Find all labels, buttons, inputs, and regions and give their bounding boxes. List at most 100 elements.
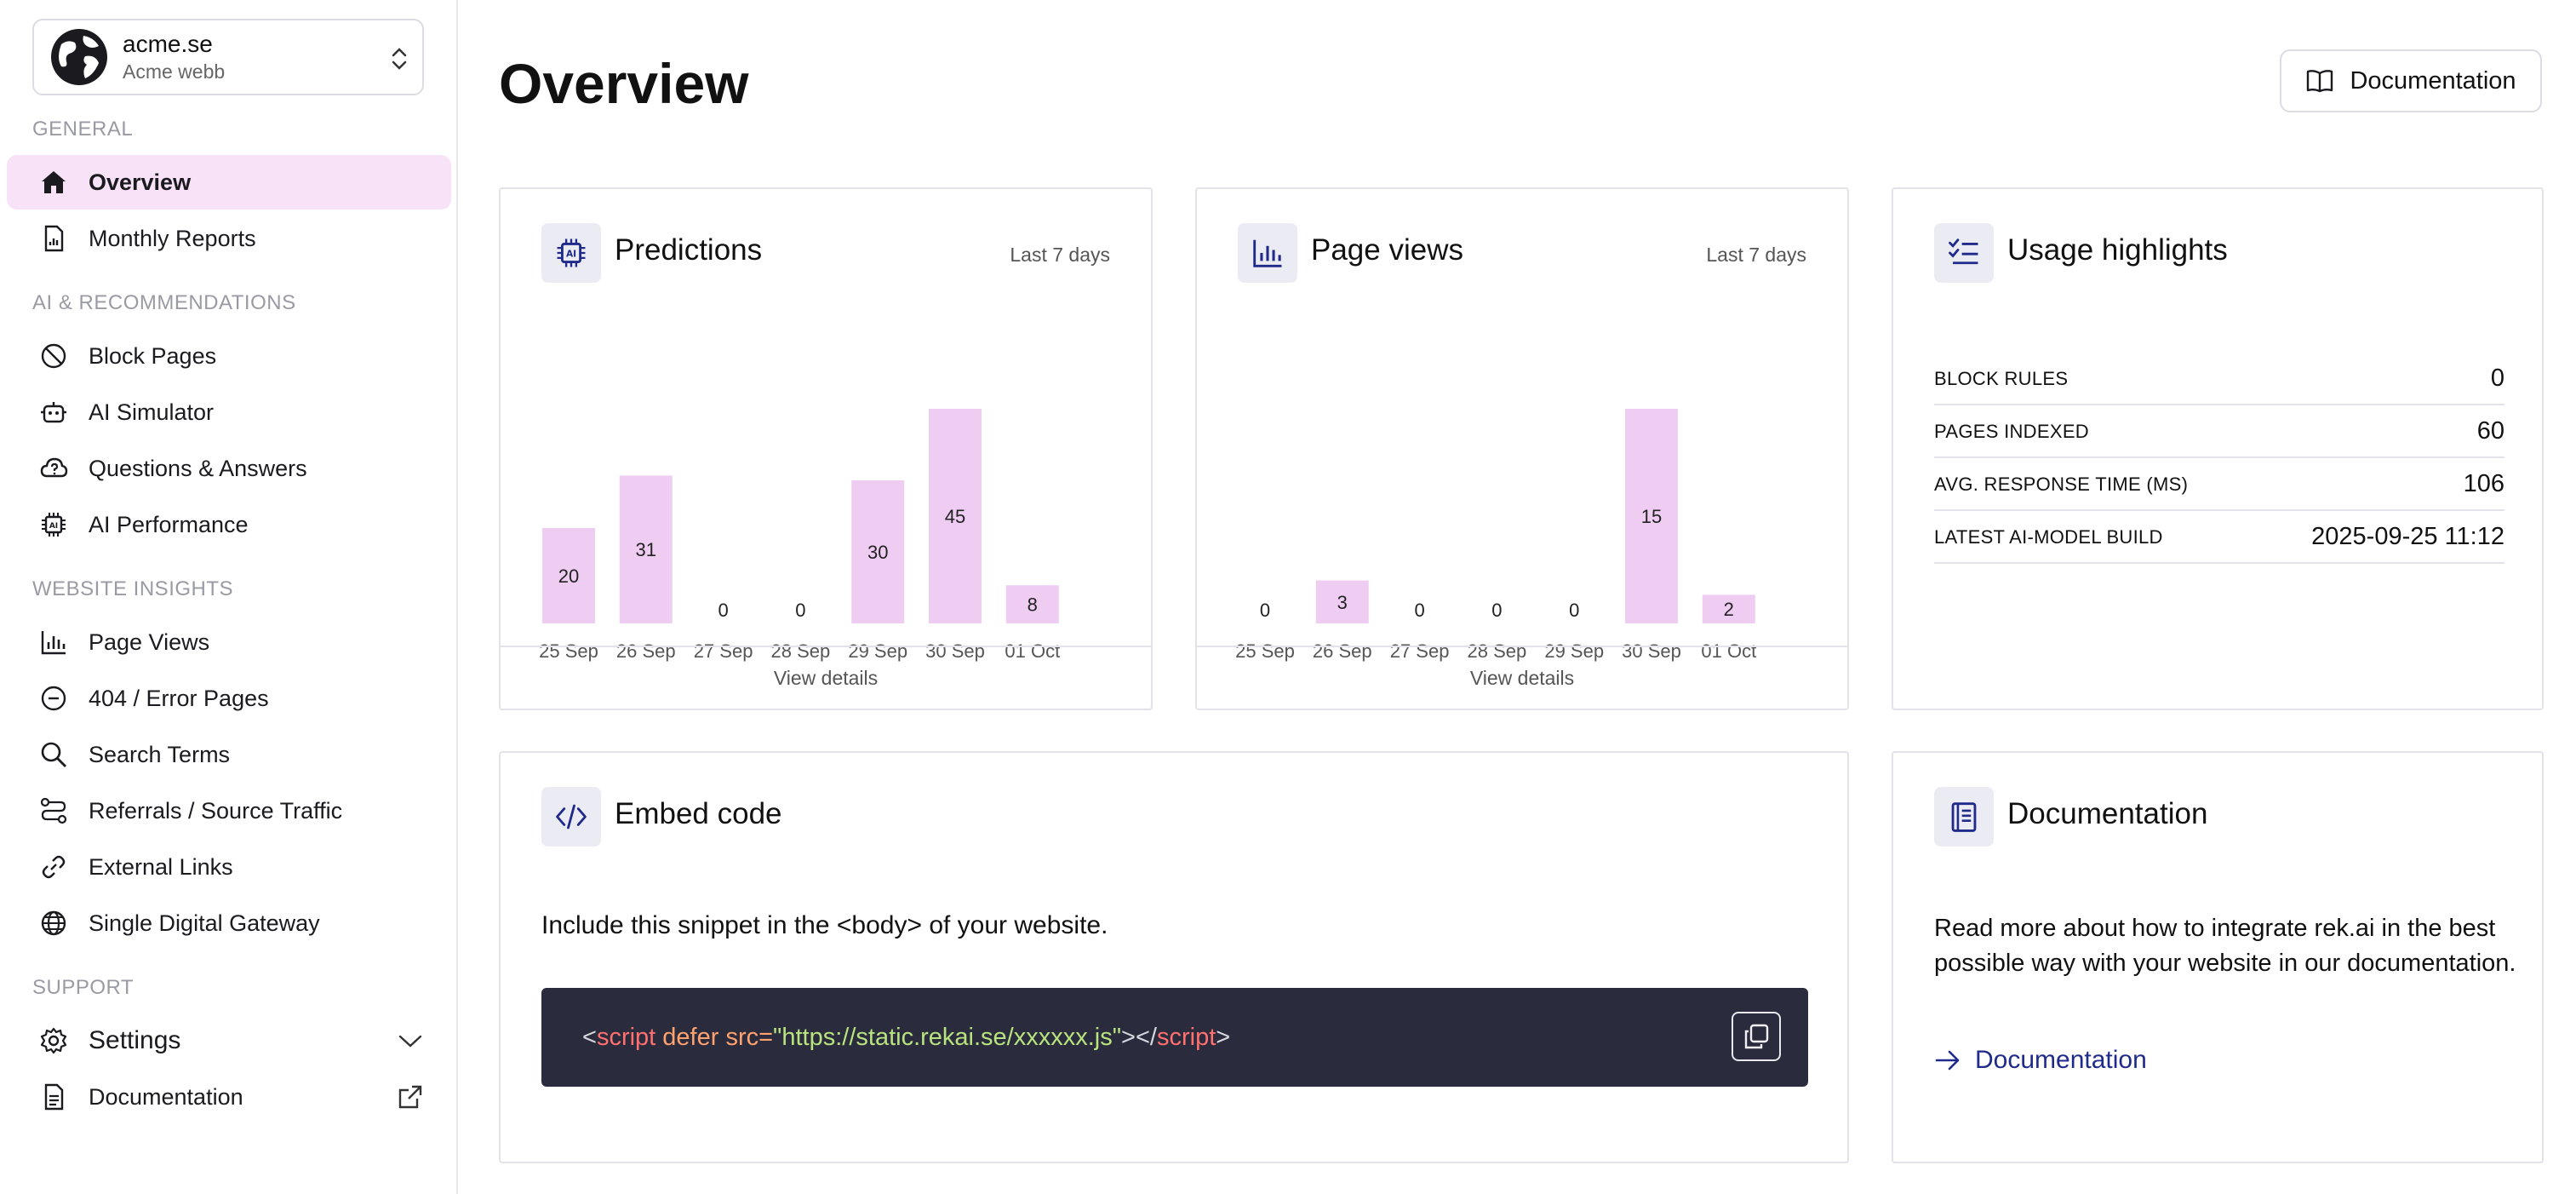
sidebar-item-monthly-reports[interactable]: Monthly Reports (7, 211, 451, 266)
predictions-data-label: 0 (795, 600, 805, 621)
page-views-bar (1315, 580, 1369, 623)
predictions-data-label: 31 (636, 539, 656, 560)
page-views-view-details-button[interactable]: View details (1197, 646, 1847, 709)
document-icon (44, 1083, 64, 1111)
predictions-tick-label: 25 Sep (539, 640, 598, 662)
predictions-range: Last 7 days (1010, 244, 1110, 266)
sidebar-item-label: Questions & Answers (89, 455, 307, 481)
svg-text:AI: AI (566, 250, 576, 260)
ai-chip-icon: AI (541, 223, 601, 283)
section-ai: AI & RECOMMENDATIONS (32, 291, 296, 314)
usage-label: PAGES INDEXED (1934, 421, 2089, 442)
usage-value: 60 (2476, 417, 2504, 445)
bar-chart-icon (41, 631, 66, 655)
predictions-data-label: 0 (718, 600, 728, 621)
code-icon (541, 787, 601, 847)
sidebar-item-label: AI Simulator (89, 399, 215, 425)
chevron-up-down-icon (392, 48, 407, 70)
page-views-title: Page views (1311, 233, 1463, 267)
report-icon (44, 225, 64, 252)
org-subtitle: Acme webb (123, 60, 226, 83)
predictions-bar (1005, 585, 1059, 623)
page-title: Overview (499, 52, 749, 115)
sidebar-item-label: Monthly Reports (89, 225, 256, 251)
page-views-card: Page views Last 7 days 0 25 Sep 3 26 Sep 0 27… (1195, 187, 1849, 710)
page-views-data-label: 0 (1260, 600, 1270, 621)
embed-description: Include this snippet in the <body> of yo… (541, 911, 1108, 939)
sidebar-item-questions-answers[interactable]: Questions & Answers (7, 441, 451, 496)
org-name: acme.se (123, 31, 213, 57)
predictions-card: AI Predictions Last 7 days 20 25 Sep 31 26 … (499, 187, 1153, 710)
sidebar-item-ai-simulator[interactable]: AI Simulator (7, 385, 451, 439)
gear-icon (40, 1027, 67, 1054)
usage-row-avg-response-time: AVG. RESPONSE TIME (MS) 106 (1934, 458, 2504, 511)
predictions-view-details-button[interactable]: View details (501, 646, 1151, 709)
code-token: script (1156, 1023, 1216, 1051)
sidebar-item-label: 404 / Error Pages (89, 685, 269, 711)
sidebar-item-documentation[interactable]: Documentation (7, 1070, 451, 1124)
page-views-bar (1702, 594, 1755, 623)
predictions-tick-label: 01 Oct (1005, 640, 1060, 662)
usage-highlights-title: Usage highlights (2007, 233, 2228, 267)
usage-label: LATEST AI-MODEL BUILD (1934, 526, 2163, 548)
predictions-chart: 20 25 Sep 31 26 Sep 0 27 Sep 0 28 Sep 30 29 Sep 45… (539, 409, 1060, 662)
page-views-data-label: 0 (1569, 600, 1579, 621)
sidebar-item-label: Settings (89, 1026, 181, 1054)
sidebar-item-ai-performance[interactable]: AI AI Performance (7, 497, 451, 552)
external-link-icon (398, 1085, 422, 1109)
sidebar-item-error-pages[interactable]: 404 / Error Pages (7, 671, 451, 726)
documentation-link[interactable]: Documentation (1934, 1046, 2147, 1075)
sidebar-item-referrals[interactable]: Referrals / Source Traffic (7, 784, 451, 838)
documentation-card: Documentation Read more about how to int… (1892, 751, 2544, 1163)
predictions-tick-label: 26 Sep (616, 640, 676, 662)
page-views-data-label: 2 (1724, 599, 1734, 620)
page-views-bar (1625, 409, 1678, 623)
sidebar-item-overview[interactable]: Overview (7, 155, 451, 210)
sidebar-item-label: Search Terms (89, 741, 231, 767)
arrow-right-icon (1935, 1050, 1960, 1071)
code-token: script (596, 1023, 656, 1051)
embed-code-snippet[interactable]: < script defer src= "https://static.rekai.… (541, 988, 1808, 1087)
sidebar-item-single-digital-gateway[interactable]: Single Digital Gateway (7, 896, 451, 950)
documentation-button[interactable]: Documentation (2280, 49, 2542, 112)
sidebar-item-page-views[interactable]: Page Views (7, 615, 451, 669)
sidebar-item-block-pages[interactable]: Block Pages (7, 329, 451, 383)
cloud-question-icon (40, 457, 68, 478)
page-views-tick-label: 25 Sep (1235, 640, 1295, 662)
documentation-card-title: Documentation (2007, 797, 2208, 830)
code-token: > (1216, 1023, 1231, 1051)
embed-code-card: Embed code Include this snippet in the <… (499, 751, 1849, 1163)
usage-table: BLOCK RULES 0 PAGES INDEXED 60 AVG. RESP… (1934, 353, 2504, 564)
predictions-data-label: 45 (945, 506, 965, 527)
page-views-tick-label: 26 Sep (1313, 640, 1372, 662)
page-views-tick-label: 30 Sep (1622, 640, 1681, 662)
bar-chart-icon (1238, 223, 1297, 283)
copy-button[interactable] (1732, 1012, 1781, 1061)
page-views-data-label: 0 (1414, 600, 1424, 621)
route-icon (40, 797, 67, 824)
sidebar-item-label: Overview (89, 169, 192, 195)
org-switcher[interactable]: acme.se Acme webb (32, 19, 424, 95)
sidebar-item-search-terms[interactable]: Search Terms (7, 727, 451, 782)
copy-icon (1744, 1024, 1769, 1049)
code-token: < (582, 1023, 597, 1051)
sidebar-item-label: Referrals / Source Traffic (89, 797, 343, 824)
usage-value: 0 (2490, 365, 2504, 392)
documentation-description: Read more about how to integrate rek.ai … (1934, 915, 2516, 977)
block-icon (41, 343, 66, 369)
globe-icon (41, 910, 66, 936)
sidebar-item-external-links[interactable]: External Links (7, 840, 451, 894)
code-token: "https://static.rekai.se/xxxxxx.js" (773, 1023, 1122, 1051)
chevron-down-icon (398, 1035, 422, 1048)
sidebar-item-label: External Links (89, 853, 233, 880)
predictions-title: Predictions (615, 233, 763, 267)
predictions-tick-label: 28 Sep (771, 640, 831, 662)
section-general: GENERAL (32, 118, 134, 141)
usage-value: 106 (2463, 470, 2504, 497)
sidebar-item-settings[interactable]: Settings (7, 1013, 451, 1068)
sidebar-item-label: Single Digital Gateway (89, 910, 320, 936)
section-insights: WEBSITE INSIGHTS (32, 577, 234, 600)
minus-circle-icon (41, 686, 66, 711)
link-icon (42, 855, 66, 879)
predictions-data-label: 30 (867, 542, 888, 563)
